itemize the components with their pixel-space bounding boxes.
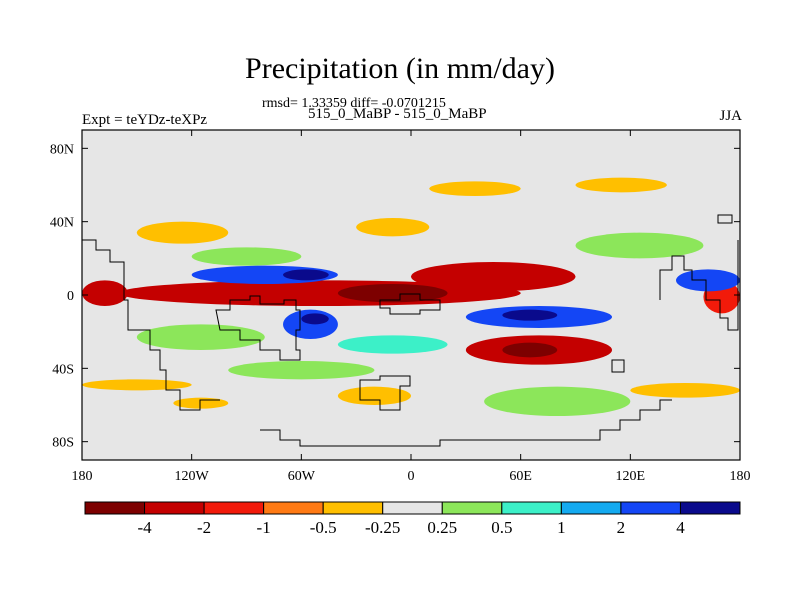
region-east-band-dry — [411, 262, 576, 292]
colorbar-swatch — [322, 501, 384, 515]
coastline-outlines — [82, 214, 739, 447]
coastline-west — [82, 239, 220, 411]
colorbar-swatch — [382, 501, 443, 515]
coastline-south — [359, 375, 411, 411]
colorbar-swatch — [263, 501, 324, 515]
y-tick-label: 40N — [50, 216, 74, 231]
region-southern-very-dry — [502, 342, 558, 358]
region-north-very-wet — [283, 269, 329, 281]
coastline-far-south — [260, 399, 672, 447]
x-tick-label: 120W — [175, 469, 210, 484]
region-south-orange-2 — [173, 397, 229, 409]
chart-subtitle: 515_0_MaBP - 515_0_MaBP — [308, 106, 487, 122]
axes: 180 120W 60W 0 60E 120E 180 80N 40N 0 40S 80S — [50, 130, 751, 484]
y-tick-label: 40S — [52, 362, 74, 377]
chart-title: Precipitation (in mm/day) — [245, 52, 555, 85]
colorbar-swatch — [84, 501, 146, 515]
region-south-orange-3 — [337, 386, 412, 406]
region-green-south-1 — [136, 324, 265, 350]
coastline-east-mid — [611, 359, 625, 373]
colorbar-label: 1 — [557, 518, 566, 537]
coastline-island — [717, 214, 733, 224]
colorbar-label: 0.25 — [427, 518, 457, 537]
coastline-far-east — [659, 240, 739, 331]
region-north-orange-1 — [136, 221, 229, 244]
region-south-orange-4 — [630, 383, 740, 398]
colorbar-label: -2 — [197, 518, 211, 537]
colorbar-swatch — [441, 501, 503, 515]
experiment-label: Expt = teYDz-teXPz — [82, 112, 208, 128]
y-tick-label: 80S — [52, 436, 74, 451]
region-green-north-2 — [575, 232, 704, 259]
region-north-orange-3 — [429, 181, 521, 197]
colorbar: -4 -2 -1 -0.5 -0.25 0.25 0.5 1 2 4 — [84, 501, 741, 537]
coastline-center — [215, 295, 301, 361]
region-teal-south — [337, 335, 448, 354]
colorbar-swatch — [620, 501, 681, 515]
region-west-tropic-dry — [82, 280, 128, 306]
x-tick-label: 60W — [288, 469, 316, 484]
colorbar-label: -0.5 — [310, 518, 337, 537]
region-green-south-2 — [228, 361, 375, 380]
x-tick-label: 0 — [408, 469, 415, 484]
x-tick-label: 120E — [616, 469, 646, 484]
colorbar-label: -0.25 — [365, 518, 400, 537]
region-green-north-1 — [191, 247, 302, 266]
region-green-south-3 — [484, 386, 631, 417]
colorbar-label: -1 — [257, 518, 271, 537]
x-tick-label: 180 — [72, 469, 93, 484]
colorbar-label: -4 — [137, 518, 152, 537]
field-regions — [82, 177, 740, 417]
x-tick-label: 180 — [730, 469, 751, 484]
region-indian-very-wet — [502, 309, 558, 321]
region-south-orange-1 — [82, 379, 192, 391]
colorbar-label: 2 — [617, 518, 626, 537]
colorbar-label: 0.5 — [491, 518, 512, 537]
colorbar-swatch — [679, 501, 741, 515]
y-tick-label: 80N — [50, 142, 74, 157]
region-south-very-wet — [301, 313, 329, 325]
colorbar-swatch — [203, 501, 265, 515]
colorbar-swatch — [501, 501, 562, 515]
coastline-east — [379, 293, 441, 315]
colorbar-swatch — [560, 501, 622, 515]
colorbar-swatch — [144, 501, 205, 515]
x-tick-label: 60E — [509, 469, 532, 484]
season-label: JJA — [719, 108, 742, 124]
region-east-wet — [676, 269, 740, 292]
colorbar-label: 4 — [676, 518, 685, 537]
region-north-orange-4 — [575, 177, 667, 193]
region-north-orange-2 — [356, 218, 430, 237]
y-tick-label: 0 — [67, 289, 74, 304]
stats-line: rmsd= 1.33359 diff= -0.0701215 — [262, 96, 446, 111]
